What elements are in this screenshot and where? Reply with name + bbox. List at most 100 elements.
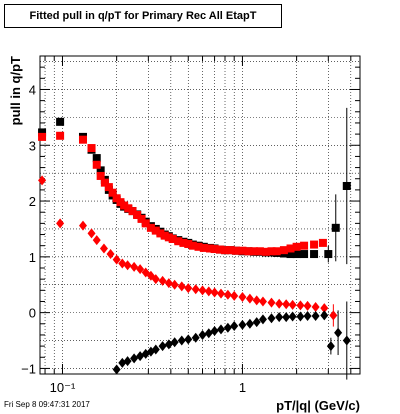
series-3-point: [130, 353, 139, 364]
series-3-point: [288, 311, 297, 322]
series-2-point: [112, 254, 121, 265]
series-0-point: [292, 250, 301, 259]
series-3-point: [267, 313, 276, 324]
series-0-point: [38, 128, 47, 137]
series-3-point: [230, 321, 239, 332]
series-2-point: [198, 285, 207, 296]
series-2-point: [223, 289, 232, 300]
series-1-point: [267, 247, 276, 256]
series-2-point: [288, 299, 297, 310]
series-1-point: [179, 238, 188, 247]
series-1-point: [56, 131, 65, 140]
series-2-point: [92, 235, 101, 246]
series-1-point: [184, 240, 193, 249]
series-3-point: [177, 335, 186, 346]
series-3-point: [158, 341, 167, 352]
series-2-point: [130, 261, 139, 272]
series-1-point: [215, 245, 224, 254]
series-1-point: [272, 247, 281, 256]
series-1-point: [238, 246, 247, 255]
series-3-point: [303, 310, 312, 321]
series-2-point: [164, 278, 173, 289]
series-1-point: [156, 229, 165, 238]
chart-title-box: Fitted pull in q/pT for Primary Rec All …: [4, 4, 282, 28]
y-axis-label: pull in q/pT: [8, 56, 23, 125]
series-2-point: [106, 249, 115, 260]
series-3-point: [282, 312, 291, 323]
series-3-point: [198, 329, 207, 340]
series-3-point: [334, 327, 343, 338]
series-2-point: [329, 310, 338, 321]
series-0-point: [300, 250, 309, 259]
series-0-point: [56, 117, 65, 126]
series-1-point: [128, 207, 137, 216]
x-tick-label: 10⁻¹: [50, 380, 76, 395]
series-1-point: [255, 247, 264, 256]
series-2-point: [275, 298, 284, 309]
series-2-point: [245, 293, 254, 304]
plot-frame: [39, 55, 361, 375]
series-1-point: [174, 237, 183, 246]
series-2-point: [258, 296, 267, 307]
series-1-point: [96, 171, 105, 180]
chart-title: Fitted pull in q/pT for Primary Rec All …: [29, 10, 257, 22]
series-2-point: [170, 279, 179, 290]
series-1-point: [318, 238, 327, 247]
y-tick-label: 4: [29, 82, 36, 97]
series-3-point: [275, 312, 284, 323]
series-2-point: [320, 303, 329, 314]
series-1-point: [168, 234, 177, 243]
series-1-point: [292, 242, 301, 251]
y-tick-label: −1: [21, 361, 36, 376]
series-2-point: [158, 275, 167, 286]
series-0-point: [92, 154, 101, 163]
series-3-point: [258, 314, 267, 325]
series-2-point: [252, 295, 261, 306]
series-1-point: [261, 247, 270, 256]
series-1-point: [124, 204, 133, 213]
series-2-point: [87, 228, 96, 239]
series-3-point: [326, 341, 335, 352]
series-1-point: [133, 211, 142, 219]
x-tick-label: 1: [239, 380, 246, 395]
series-2-point: [123, 260, 132, 271]
series-3-point: [204, 328, 213, 339]
series-3-point: [210, 326, 219, 337]
series-0-point: [96, 166, 105, 175]
series-1-point: [141, 219, 150, 228]
series-3-point: [216, 324, 225, 335]
series-2-point: [282, 299, 291, 310]
series-1-point: [286, 244, 295, 253]
series-2-point: [99, 243, 108, 254]
series-3-point: [170, 337, 179, 348]
series-0-point: [342, 181, 351, 190]
series-1-point: [244, 247, 253, 256]
series-1-point: [104, 183, 113, 192]
series-3-point: [112, 364, 121, 375]
series-3-point: [191, 332, 200, 343]
series-1-point: [137, 214, 146, 223]
series-1-point: [194, 242, 203, 251]
series-2-point: [238, 292, 247, 303]
series-2-point: [78, 220, 87, 231]
series-1-point: [92, 160, 101, 169]
series-2-point: [38, 175, 47, 186]
y-tick-label: 1: [29, 250, 36, 265]
series-2-point: [296, 300, 305, 311]
series-2-point: [204, 286, 213, 297]
series-2-point: [56, 218, 65, 229]
series-1-point: [226, 246, 235, 255]
series-0-point: [324, 250, 333, 259]
series-2-point: [303, 300, 312, 311]
series-1-point: [250, 247, 259, 256]
series-3-point: [184, 334, 193, 345]
series-1-point: [210, 245, 219, 254]
series-1-point: [310, 240, 319, 249]
series-0-point: [310, 250, 319, 259]
series-1-point: [120, 201, 129, 210]
series-0-point: [286, 250, 295, 259]
series-3-point: [320, 310, 329, 321]
timestamp-footer: Fri Sep 8 09:47:31 2017: [4, 400, 90, 409]
series-2-point: [177, 281, 186, 292]
